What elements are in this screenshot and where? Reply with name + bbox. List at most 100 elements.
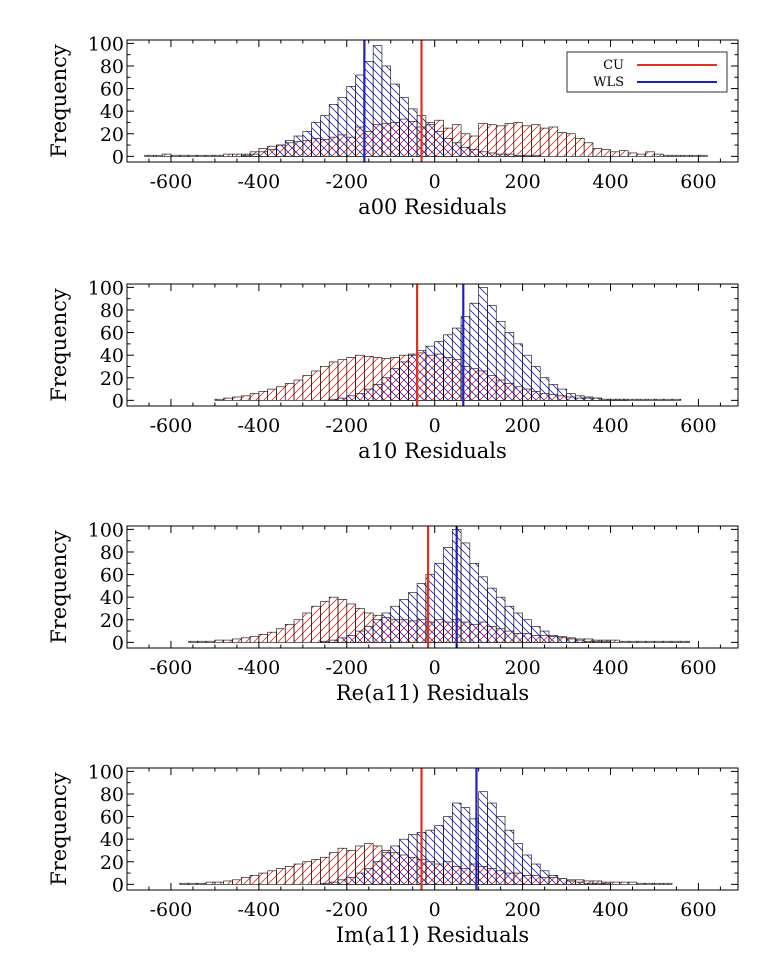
bar-wls [399,361,409,401]
bar-wls [619,398,629,401]
bar-cu [320,856,330,885]
bar-wls [337,637,348,643]
bar-cu [522,125,532,157]
bar-wls [583,396,594,401]
bar-cu [320,601,330,643]
bar-cu [346,357,356,401]
bar-cu [267,631,277,643]
bar-wls [504,332,515,401]
bar-wls [575,639,585,643]
bar-cu [258,391,268,401]
legend-box [566,51,728,93]
bar-cu [592,148,603,157]
bar-wls [399,838,409,885]
bar-cu [320,366,330,401]
bar-wls [408,354,418,401]
bar-cu [487,124,497,157]
bar-wls [355,74,365,157]
bar-cu [619,640,629,643]
bar-cu [654,398,664,401]
bar-wls [522,354,532,401]
bar-wls [601,882,611,885]
bar-cu [293,863,304,885]
y-tick-label: 60 [100,323,124,345]
x-axis-label: a00 Residuals [358,195,507,219]
bar-cu [197,154,207,157]
bar-wls [416,350,427,401]
bar-cu [636,398,646,401]
bar-wls [531,863,541,885]
bar-cu [636,640,646,643]
y-axis-label: Frequency [47,530,71,644]
bar-wls [372,861,383,885]
x-tick-label: 400 [592,899,628,921]
bar-wls [583,882,594,885]
bar-cu [627,881,638,885]
bar-wls [460,542,471,643]
y-tick-label: 60 [100,807,124,829]
bar-wls [328,104,339,157]
x-tick-label: -200 [325,171,368,193]
bar-wls [531,626,541,643]
bar-wls [328,398,339,401]
x-tick-label: 200 [504,657,540,679]
bar-cu [276,628,286,643]
x-tick-label: -600 [150,657,193,679]
bar-cu [276,868,286,885]
bar-cu [619,881,629,885]
bar-wls [495,816,506,885]
x-tick-label: -400 [238,899,281,921]
bar-cu [240,877,251,885]
x-axis-label: a10 Residuals [358,439,507,463]
y-tick-label: 100 [88,519,124,541]
x-tick-label: 600 [680,415,716,437]
x-tick-label: -200 [325,899,368,921]
bar-cu [654,882,664,885]
x-tick-label: -200 [325,657,368,679]
bar-cu [671,398,682,401]
bar-wls [451,802,462,885]
series-wls [320,791,611,885]
histogram-panel-3: -600 -400 -200 0 200 400 600020406080100Re(a11… [47,519,739,705]
bar-wls [240,154,251,157]
y-tick-label: 60 [100,79,124,101]
bar-wls [390,368,400,401]
bar-cu [671,640,682,643]
bar-cu [188,154,198,157]
bar-cu [689,154,699,157]
bar-cu [214,881,225,885]
x-tick-label: -400 [238,415,281,437]
bar-wls [355,872,365,885]
bar-wls [320,882,330,885]
bar-wls [443,334,453,401]
bar-wls [434,131,444,157]
bar-cu [188,882,198,885]
bar-wls [381,377,392,401]
bar-cu [205,640,216,643]
x-tick-label: -400 [238,171,281,193]
bar-wls [513,154,523,157]
x-tick-label: 0 [429,171,441,193]
bar-cu [531,124,541,157]
bar-wls [346,395,356,401]
bar-cu [179,154,189,157]
bar-wls [478,287,488,401]
bar-cu [144,154,154,157]
y-tick-label: 20 [100,124,124,146]
bar-wls [487,587,497,643]
plot-frame [126,767,739,891]
bar-wls [346,86,356,157]
y-tick-label: 0 [112,874,124,896]
y-tick-label: 20 [100,368,124,390]
bar-wls [364,61,374,157]
bar-wls [364,388,374,401]
bar-cu [645,882,655,885]
bar-wls [434,562,444,643]
x-tick-label: 600 [680,899,716,921]
bar-wls [267,149,277,157]
bar-cu [267,388,277,401]
bar-wls [504,605,515,643]
bar-wls [522,854,532,885]
bar-cu [240,637,251,643]
